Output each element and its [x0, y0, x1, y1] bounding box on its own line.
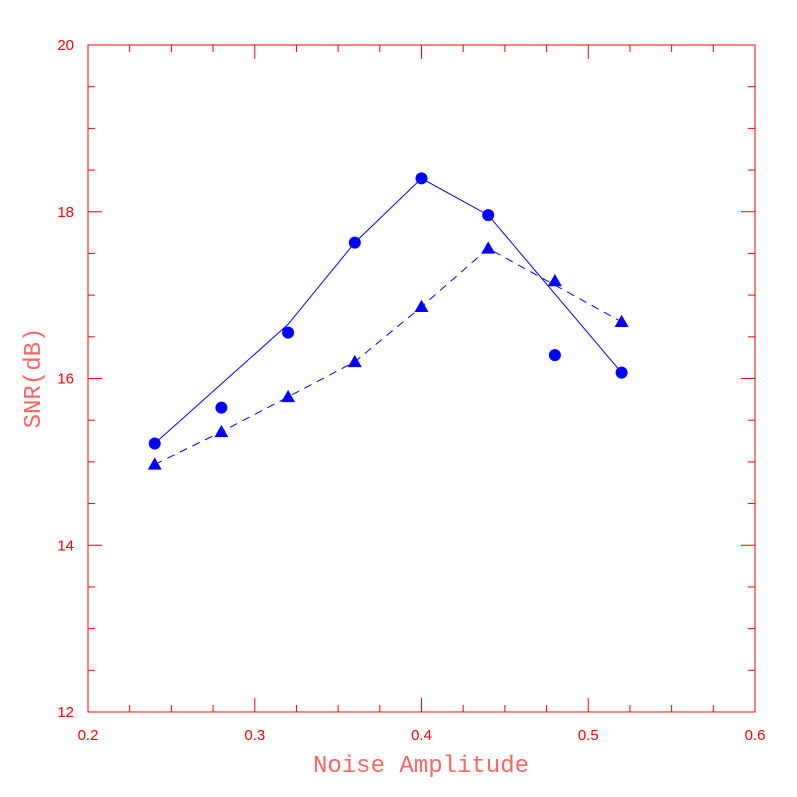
data-point-circle [548, 349, 561, 362]
data-point-circle [615, 366, 628, 379]
data-point-triangle [614, 314, 629, 328]
x-tick-label: 0.2 [78, 727, 99, 744]
y-tick-label: 12 [57, 704, 74, 721]
data-point-triangle [347, 354, 362, 368]
tick-labels: 0.2 0.3 0.4 0.5 0.6 12 14 16 18 20 [57, 37, 765, 744]
y-tick-label: 20 [57, 37, 74, 54]
y-tick-label: 14 [57, 537, 74, 554]
data-point-circle [348, 236, 361, 249]
data-point-triangle [481, 241, 496, 254]
x-axis-title: Noise Amplitude [313, 753, 529, 780]
data-point-circle [282, 326, 295, 339]
x-tick-label: 0.5 [578, 727, 599, 744]
data-point-circle [482, 209, 495, 222]
data-point-circle [148, 437, 161, 450]
x-tick-label: 0.3 [244, 727, 265, 744]
series-line-1 [154, 177, 622, 444]
data-point-triangle [281, 389, 296, 403]
y-tick-label: 16 [57, 371, 74, 388]
data-point-triangle [414, 299, 429, 313]
series-markers [147, 172, 629, 470]
data-point-triangle [547, 273, 562, 287]
data-point-circle [415, 172, 428, 185]
x-tick-label: 0.6 [745, 727, 766, 744]
data-point-triangle [214, 424, 229, 438]
axis-ticks [87, 44, 756, 713]
x-tick-label: 0.4 [411, 727, 432, 744]
y-axis-title: SNR(dB) [21, 328, 48, 429]
y-tick-label: 18 [57, 204, 74, 221]
plot-frame [87, 44, 756, 713]
data-point-triangle [147, 457, 162, 470]
data-point-circle [215, 401, 228, 414]
series-lines [154, 177, 622, 465]
